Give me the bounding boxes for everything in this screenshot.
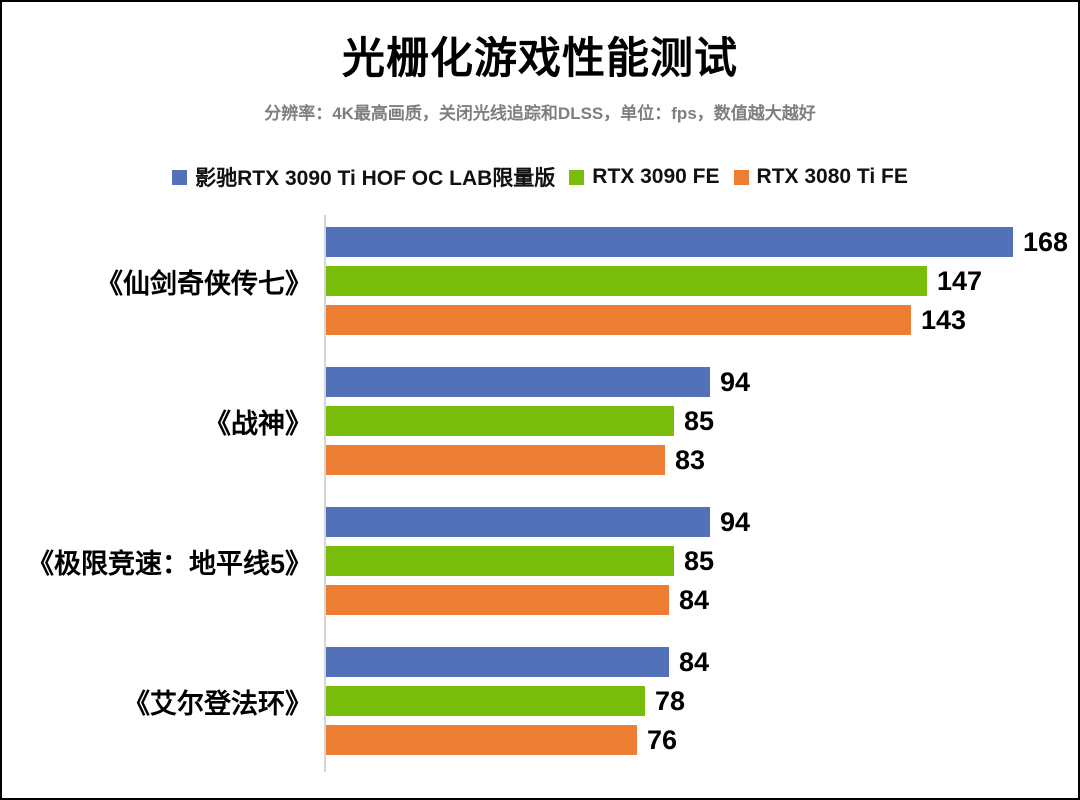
bar-value-label: 94 xyxy=(720,506,751,537)
legend-series-label: RTX 3080 Ti FE xyxy=(756,165,908,188)
chart-subtitle: 分辨率：4K最高画质，关闭光线追踪和DLSS，单位：fps，数值越大越好 xyxy=(264,104,816,123)
chart-legend: 影驰RTX 3090 Ti HOF OC LAB限量版 RTX 3090 FE RT… xyxy=(2,162,1078,192)
bar-value-label: 85 xyxy=(684,405,715,436)
bar-row: 94 xyxy=(326,507,750,537)
bar-row: 147 xyxy=(326,266,1068,296)
bar-value-label: 83 xyxy=(675,444,706,475)
bar-series-0 xyxy=(326,367,710,397)
bar-rows: 94 85 83 xyxy=(326,367,750,475)
bar-series-0 xyxy=(326,647,669,677)
category-label: 《战神》 xyxy=(204,408,312,439)
legend-swatch-icon xyxy=(733,169,749,185)
bar-series-1 xyxy=(326,266,927,296)
bar-value-label: 84 xyxy=(679,646,710,677)
category-label: 《艾尔登法环》 xyxy=(123,688,312,719)
bar-value-label: 76 xyxy=(647,724,678,755)
bar-row: 84 xyxy=(326,647,709,677)
bar-series-2 xyxy=(326,585,669,615)
bar-value-label: 78 xyxy=(655,685,686,716)
bar-chart-plot: 《仙剑奇侠传七》 168 147 143 《战神》 94 85 83 《极限竞速：地平线5》 94… xyxy=(2,227,1078,787)
bar-group: 《战神》 94 85 83 xyxy=(2,367,1078,475)
bar-value-label: 168 xyxy=(1023,226,1069,257)
bar-row: 85 xyxy=(326,546,750,576)
category-label: 《仙剑奇侠传七》 xyxy=(96,268,312,299)
y-axis-line xyxy=(324,215,326,772)
bar-value-label: 147 xyxy=(937,265,983,296)
bar-group: 《仙剑奇侠传七》 168 147 143 xyxy=(2,227,1078,335)
bar-series-2 xyxy=(326,305,911,335)
bar-value-label: 94 xyxy=(720,366,751,397)
legend-item-series-2: RTX 3080 Ti FE xyxy=(733,165,908,189)
bar-series-1 xyxy=(326,406,674,436)
chart-title: 光栅化游戏性能测试 xyxy=(342,35,738,83)
bar-series-2 xyxy=(326,725,637,755)
bar-series-2 xyxy=(326,445,665,475)
bar-series-0 xyxy=(326,507,710,537)
bar-group: 《极限竞速：地平线5》 94 85 84 xyxy=(2,507,1078,615)
bar-row: 78 xyxy=(326,686,709,716)
category-label: 《极限竞速：地平线5》 xyxy=(26,548,312,579)
legend-series-label: RTX 3090 FE xyxy=(592,165,720,188)
bar-rows: 94 85 84 xyxy=(326,507,750,615)
bar-series-0 xyxy=(326,227,1013,257)
legend-swatch-icon xyxy=(569,169,585,185)
bar-group: 《艾尔登法环》 84 78 76 xyxy=(2,647,1078,755)
bar-row: 85 xyxy=(326,406,750,436)
bar-row: 168 xyxy=(326,227,1068,257)
bar-value-label: 143 xyxy=(921,304,967,335)
bar-rows: 168 147 143 xyxy=(326,227,1068,335)
legend-item-series-0: 影驰RTX 3090 Ti HOF OC LAB限量版 xyxy=(172,162,555,192)
bar-row: 76 xyxy=(326,725,709,755)
bar-series-1 xyxy=(326,546,674,576)
bar-row: 83 xyxy=(326,445,750,475)
bar-value-label: 85 xyxy=(684,545,715,576)
bar-series-1 xyxy=(326,686,645,716)
bar-value-label: 84 xyxy=(679,584,710,615)
bar-row: 94 xyxy=(326,367,750,397)
bar-row: 143 xyxy=(326,305,1068,335)
legend-item-series-1: RTX 3090 FE xyxy=(569,165,720,189)
legend-swatch-icon xyxy=(172,169,188,185)
legend-series-label: 影驰RTX 3090 Ti HOF OC LAB限量版 xyxy=(195,167,556,190)
bar-rows: 84 78 76 xyxy=(326,647,709,755)
bar-row: 84 xyxy=(326,585,750,615)
